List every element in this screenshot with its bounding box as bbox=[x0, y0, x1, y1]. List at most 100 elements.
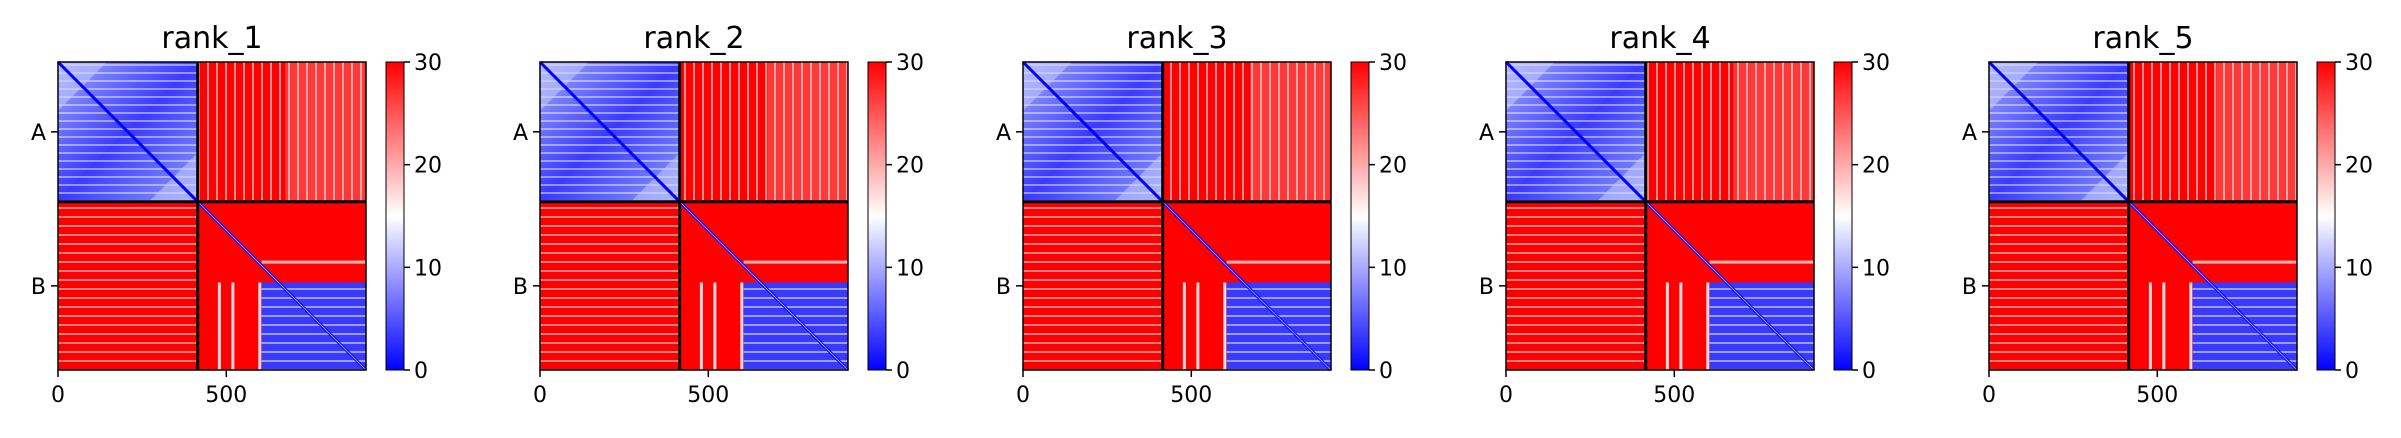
block-b-b-texture bbox=[743, 282, 848, 370]
colorbar bbox=[385, 61, 405, 371]
block-b-b-row bbox=[261, 260, 366, 264]
colorbar-tick-label: 0 bbox=[1379, 359, 1393, 384]
block-b-b-texture bbox=[2192, 282, 2297, 370]
x-tick-label: 500 bbox=[1170, 383, 1212, 408]
heatmap-frame bbox=[57, 61, 367, 371]
block-b-b-column bbox=[1196, 282, 1200, 370]
block-a-b-pale bbox=[1250, 62, 1331, 202]
colorbar-tick-label: 10 bbox=[1379, 256, 1407, 281]
x-tick-label: 0 bbox=[1982, 383, 1996, 408]
diagonal-edge bbox=[2128, 201, 2298, 371]
y-tick-label: B bbox=[1479, 275, 1494, 300]
x-tick-label: 0 bbox=[533, 383, 547, 408]
block-b-b-column bbox=[1665, 282, 1669, 370]
block-b-a-texture bbox=[58, 201, 198, 370]
block-b-a-texture bbox=[1023, 201, 1163, 370]
block-b-b-texture bbox=[1226, 282, 1331, 370]
block-a-b-texture bbox=[1645, 62, 1814, 202]
colorbar bbox=[1833, 61, 1853, 371]
block-a-b-texture bbox=[679, 62, 848, 202]
y-tick-label: A bbox=[1479, 121, 1494, 146]
block-b-b-column bbox=[258, 282, 262, 370]
block-a-b-texture bbox=[2128, 62, 2297, 202]
heatmap-frame bbox=[1022, 61, 1332, 371]
colorbar-tick-label: 20 bbox=[1862, 154, 1890, 179]
colorbar bbox=[867, 61, 887, 371]
block-b-b-column bbox=[713, 282, 717, 370]
y-tick-label: A bbox=[513, 121, 528, 146]
colorbar-tick-label: 30 bbox=[896, 51, 924, 76]
panel-2: rank_2 A B 0 500 0 10 20 30 bbox=[513, 21, 924, 408]
panel-3: rank_3 A B 0 500 0 10 20 30 bbox=[996, 21, 1407, 408]
block-b-a-texture bbox=[1506, 201, 1646, 370]
block-b-b-row bbox=[1709, 260, 1814, 264]
colorbar-tick-label: 30 bbox=[414, 51, 442, 76]
block-a-b-pale bbox=[285, 62, 366, 202]
x-tick-label: 500 bbox=[205, 383, 247, 408]
colorbar bbox=[1350, 61, 1370, 371]
diagonal-edge bbox=[197, 201, 367, 371]
block-b-b-column bbox=[2148, 282, 2152, 370]
panel-title: rank_2 bbox=[643, 21, 744, 56]
colorbar-tick-label: 0 bbox=[1862, 359, 1876, 384]
y-tick-label: B bbox=[513, 275, 528, 300]
block-b-b-column bbox=[1679, 282, 1683, 370]
colorbar-tick-label: 0 bbox=[896, 359, 910, 384]
block-a-b-texture bbox=[1162, 62, 1331, 202]
block-b-b-texture bbox=[1709, 282, 1814, 370]
block-b-b-column bbox=[740, 282, 744, 370]
y-tick-label: B bbox=[31, 275, 46, 300]
panel-title: rank_4 bbox=[1609, 21, 1710, 56]
diagonal-edge bbox=[1162, 201, 1332, 371]
block-b-b-column bbox=[699, 282, 703, 370]
heatmap-frame bbox=[1988, 61, 2298, 371]
colorbar bbox=[2316, 61, 2336, 371]
block-b-a-texture bbox=[540, 201, 680, 370]
x-tick-label: 0 bbox=[1499, 383, 1513, 408]
panel-1: rank_1 A B 0 500 0 10 20 30 bbox=[31, 21, 442, 408]
heatmap-frame bbox=[539, 61, 849, 371]
block-b-b-row bbox=[1226, 260, 1331, 264]
diagonal-edge bbox=[1645, 201, 1815, 371]
block-a-b-pale bbox=[767, 62, 848, 202]
colorbar-tick-label: 10 bbox=[1862, 256, 1890, 281]
colorbar-tick-label: 0 bbox=[414, 359, 428, 384]
block-b-b-column bbox=[231, 282, 235, 370]
x-tick-label: 500 bbox=[2136, 383, 2178, 408]
colorbar-tick-label: 20 bbox=[414, 154, 442, 179]
block-b-b-column bbox=[1223, 282, 1227, 370]
colorbar-tick-label: 10 bbox=[414, 256, 442, 281]
panel-4: rank_4 A B 0 500 0 10 20 30 bbox=[1479, 21, 1890, 408]
x-tick-label: 500 bbox=[1653, 383, 1695, 408]
block-a-b-pale bbox=[1733, 62, 1814, 202]
block-b-b-column bbox=[1706, 282, 1710, 370]
block-b-b-column bbox=[2162, 282, 2166, 370]
heatmap-frame bbox=[1505, 61, 1815, 371]
x-tick-label: 0 bbox=[51, 383, 65, 408]
colorbar-tick-label: 20 bbox=[1379, 154, 1407, 179]
colorbar-tick-label: 10 bbox=[896, 256, 924, 281]
y-tick-label: A bbox=[1962, 121, 1977, 146]
colorbar-tick-label: 0 bbox=[2345, 359, 2359, 384]
block-b-b-column bbox=[2189, 282, 2193, 370]
colorbar-tick-label: 10 bbox=[2345, 256, 2373, 281]
panel-title: rank_5 bbox=[2092, 21, 2193, 56]
panel-title: rank_3 bbox=[1126, 21, 1227, 56]
colorbar-tick-label: 20 bbox=[2345, 154, 2373, 179]
colorbar-tick-label: 30 bbox=[2345, 51, 2373, 76]
block-a-b-pale bbox=[2216, 62, 2297, 202]
block-b-a-texture bbox=[1989, 201, 2129, 370]
block-b-b-column bbox=[1182, 282, 1186, 370]
block-b-b-row bbox=[2192, 260, 2297, 264]
colorbar-tick-label: 20 bbox=[896, 154, 924, 179]
colorbar-tick-label: 30 bbox=[1379, 51, 1407, 76]
block-a-b-texture bbox=[197, 62, 366, 202]
block-b-b-column bbox=[217, 282, 221, 370]
y-tick-label: A bbox=[996, 121, 1011, 146]
panel-title: rank_1 bbox=[161, 21, 262, 56]
y-tick-label: B bbox=[1962, 275, 1977, 300]
x-tick-label: 500 bbox=[687, 383, 729, 408]
colorbar-tick-label: 30 bbox=[1862, 51, 1890, 76]
diagonal-edge bbox=[679, 201, 849, 371]
